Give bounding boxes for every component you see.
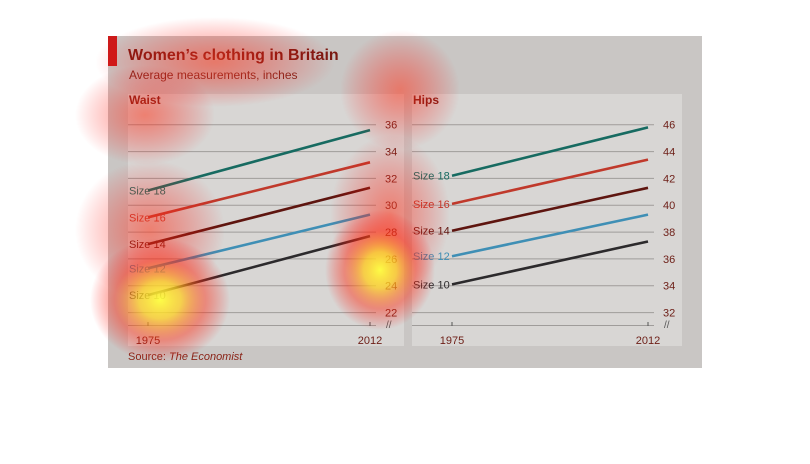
hips-y-tick-label: 40 [663,200,675,212]
waist-series-label-size-16: Size 16 [129,212,166,224]
hips-x-tick-label: 2012 [636,335,660,347]
hips-y-tick-label: 38 [663,227,675,239]
hips-series-label-size-16: Size 16 [413,199,450,211]
hips-series-line-size-18 [451,126,649,177]
hips-panel-bg [412,94,682,346]
source-label: Source: [128,351,166,363]
charts-svg: Waist 22 24 26 28 30 32 34 36 // 1975 2012 Size 18 Si… [128,93,682,347]
hips-y-tick-label: 32 [663,308,675,320]
hips-series-label-size-12: Size 12 [413,251,450,263]
waist-x-tick-label: 2012 [358,335,382,347]
waist-axis-break: // [386,320,392,331]
hips-y-tick-label: 44 [663,147,675,159]
waist-y-tick-label: 36 [385,120,397,132]
waist-y-tick-label: 34 [385,147,397,159]
hips-axis-break: // [664,320,670,331]
waist-y-tick-label: 22 [385,308,397,320]
hips-y-tick-label: 34 [663,281,675,293]
hips-series-line-size-14 [451,186,649,233]
hips-series-label-size-18: Size 18 [413,171,450,183]
hips-y-tick-label: 36 [663,254,675,266]
waist-series-label-size-14: Size 14 [129,239,166,251]
waist-y-tick-label: 30 [385,200,397,212]
chart-figure: Women’s clothing in Britain Average meas… [108,36,702,368]
source-note: Source: The Economist [128,351,242,363]
source-name: The Economist [168,351,243,363]
waist-series-label-size-18: Size 18 [129,185,166,197]
hips-panel-title: Hips [413,93,439,107]
hips-y-tick-label: 42 [663,173,675,185]
waist-y-tick-label: 24 [385,281,397,293]
waist-y-tick-label: 28 [385,227,397,239]
hips-series-line-size-12 [451,213,649,258]
hips-series-label-size-14: Size 14 [413,226,450,238]
waist-y-tick-label: 32 [385,173,397,185]
hips-series-line-size-10 [451,240,649,286]
waist-x-tick-label: 1975 [136,335,160,347]
waist-panel-title: Waist [129,93,161,107]
hips-x-tick-label: 1975 [440,335,464,347]
hips-series-line-size-16 [451,158,649,206]
hips-y-tick-label: 46 [663,120,675,132]
waist-y-tick-label: 26 [385,254,397,266]
waist-series-label-size-12: Size 12 [129,263,166,275]
hips-series-label-size-10: Size 10 [413,279,450,291]
waist-series-label-size-10: Size 10 [129,290,166,302]
